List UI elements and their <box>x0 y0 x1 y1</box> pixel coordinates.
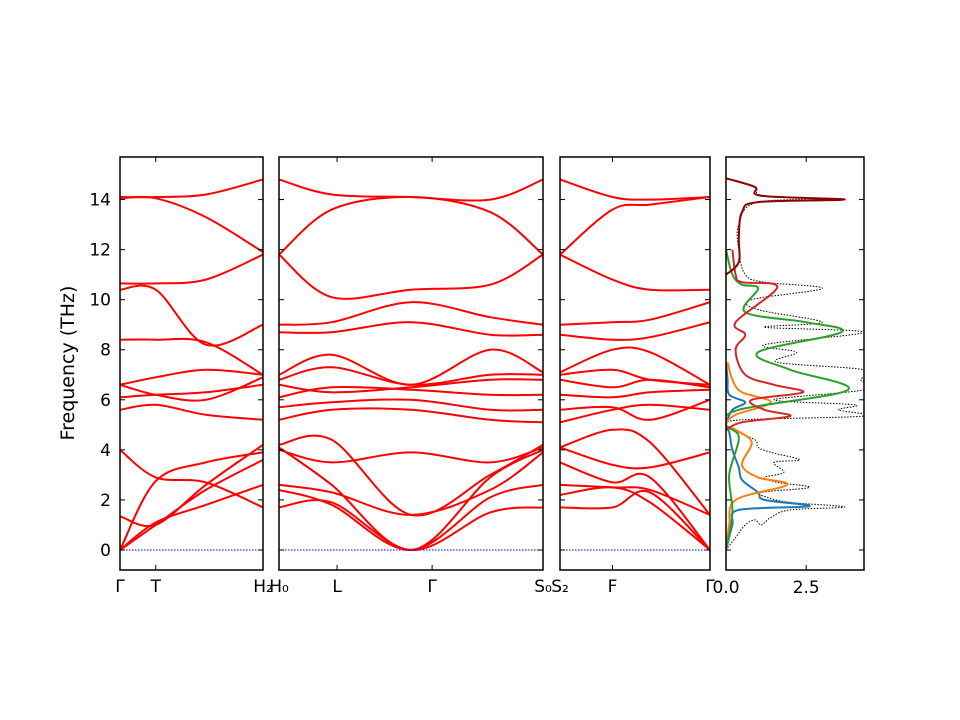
band-segment-1-xtick-label-1: T <box>150 577 162 597</box>
band-segment-3-series-5 <box>560 446 710 470</box>
band-segment-1-series-13 <box>120 195 263 253</box>
band-segment-2-series-8 <box>279 398 543 412</box>
band-segment-2-series-17 <box>279 178 543 202</box>
dos-series-6 <box>726 177 846 276</box>
dos-series-5 <box>726 249 805 431</box>
band-segment-3-curves <box>560 178 710 551</box>
ytick-label-6: 6 <box>100 391 111 411</box>
band-segment-2-series-12 <box>279 348 543 386</box>
ytick-label-10: 10 <box>89 291 111 311</box>
band-segment-1-series-12 <box>120 253 263 285</box>
band-segment-1: 0 2 4 6 8 10 12 14 Γ T H₂ <box>89 156 273 597</box>
band-segment-2-series-14 <box>279 301 543 326</box>
band-segment-3-series-4 <box>560 461 710 551</box>
band-segment-2-series-9 <box>279 385 543 399</box>
y-axis-label: Frequency (THz) <box>57 286 79 441</box>
dos-series-4 <box>726 249 850 551</box>
band-segment-3-series-2 <box>560 486 710 551</box>
band-segment-1-series-5 <box>120 449 263 509</box>
band-segment-2-xtick-label-0: H₀ <box>269 577 289 597</box>
band-segment-1-series-8 <box>120 376 263 402</box>
band-segment-1-series-3 <box>120 443 263 528</box>
band-segment-3-series-17 <box>560 178 710 201</box>
band-segment-3-series-7 <box>560 403 710 424</box>
ytick-label-4: 4 <box>100 441 111 461</box>
band-segment-1-series-6 <box>120 403 263 421</box>
band-segment-2-series-10 <box>279 378 543 394</box>
band-segment-3: S₂ F Γ <box>551 156 715 597</box>
band-segment-3-xtick-label-1: F <box>608 577 618 597</box>
band-segment-2-series-6 <box>279 434 543 517</box>
band-segment-2-series-4 <box>279 446 543 552</box>
band-segment-2-xtick-label-1: L <box>332 577 342 597</box>
band-segment-2-series-7 <box>279 407 543 424</box>
band-segment-2-series-11 <box>279 366 543 386</box>
dos-xtick-label-1: 2.5 <box>793 578 820 598</box>
band-segment-2-series-13 <box>279 321 543 337</box>
band-segment-1-series-10 <box>120 337 263 376</box>
band-segment-3-series-16 <box>560 196 710 256</box>
band-segment-2-xtick-label-3: S₀ <box>534 577 552 597</box>
band-segment-1-curves <box>120 178 263 551</box>
dos-series-2 <box>726 362 811 551</box>
dos-series-1 <box>726 177 864 551</box>
ytick-label-12: 12 <box>89 241 111 261</box>
band-segment-3-series-8 <box>560 398 710 421</box>
band-segment-3-series-3 <box>560 483 710 516</box>
ytick-label-14: 14 <box>89 191 111 211</box>
band-segment-1-series-14 <box>120 178 263 199</box>
ytick-label-8: 8 <box>100 341 111 361</box>
dos: 0.0 2.5 <box>712 156 865 598</box>
ytick-label-2: 2 <box>100 491 111 511</box>
dos-curves <box>726 177 864 551</box>
band-segment-2-series-2 <box>279 499 543 552</box>
band-segment-2-series-3 <box>279 483 543 552</box>
band-segment-2: H₀ L Γ S₀ <box>269 156 552 597</box>
band-segment-3-frame <box>559 156 711 571</box>
band-segment-2-xtick-label-2: Γ <box>427 577 437 597</box>
dos-frame <box>725 156 865 571</box>
dos-series-3 <box>726 361 789 551</box>
band-segment-3-series-13 <box>560 321 710 341</box>
band-segment-3-series-14 <box>560 301 710 326</box>
band-segment-3-series-11 <box>560 368 710 386</box>
band-segment-2-series-16 <box>279 195 543 256</box>
band-segment-3-series-15 <box>560 253 710 292</box>
band-segment-3-xtick-label-2: Γ <box>705 577 715 597</box>
band-segment-2-frame <box>278 156 544 571</box>
band-segment-3-series-9 <box>560 388 710 399</box>
band-segment-3-series-12 <box>560 346 710 386</box>
band-segment-1-series-4 <box>120 451 263 551</box>
band-segment-2-series-15 <box>279 253 543 300</box>
band-segment-1-series-9 <box>120 368 263 386</box>
dos-xtick-label-0: 0.0 <box>712 578 739 598</box>
band-segment-2-curves <box>279 178 543 552</box>
band-segment-1-xtick-label-0: Γ <box>115 577 125 597</box>
band-segment-1-frame <box>119 156 264 571</box>
band-segment-3-series-6 <box>560 428 710 516</box>
band-segment-1-xtick-label-2: H₂ <box>253 577 273 597</box>
band-segment-3-xtick-label-0: S₂ <box>551 577 569 597</box>
band-segment-1-series-2 <box>120 483 263 551</box>
band-segment-2-series-5 <box>279 446 543 464</box>
ytick-label-0: 0 <box>100 541 111 561</box>
band-segment-1-series-11 <box>120 284 263 347</box>
